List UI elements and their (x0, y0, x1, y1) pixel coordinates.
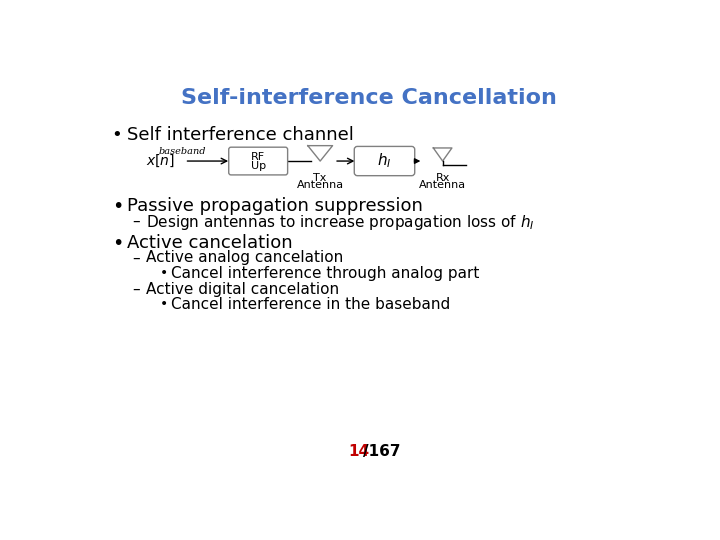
Text: Cancel interference through analog part: Cancel interference through analog part (171, 266, 479, 281)
Text: •: • (160, 298, 168, 312)
Text: Active digital cancelation: Active digital cancelation (145, 282, 339, 297)
Text: $x[n]$: $x[n]$ (145, 153, 175, 169)
Text: Tx: Tx (313, 173, 327, 183)
Text: Active cancelation: Active cancelation (127, 234, 293, 252)
FancyBboxPatch shape (354, 146, 415, 176)
Text: Cancel interference in the baseband: Cancel interference in the baseband (171, 298, 450, 312)
Text: •: • (112, 197, 123, 216)
Text: –: – (132, 282, 140, 297)
Text: •: • (160, 266, 168, 280)
Text: •: • (112, 126, 122, 144)
Text: $h_I$: $h_I$ (377, 152, 392, 171)
Text: •: • (112, 234, 123, 253)
Text: RF: RF (251, 152, 265, 162)
Text: Active analog cancelation: Active analog cancelation (145, 251, 343, 265)
Text: Design antennas to increase propagation loss of $h_I$: Design antennas to increase propagation … (145, 213, 534, 232)
Text: –: – (132, 213, 140, 228)
Text: /167: /167 (363, 444, 400, 459)
Text: Rx: Rx (436, 173, 450, 183)
Text: Self-interference Cancellation: Self-interference Cancellation (181, 88, 557, 108)
Text: Up: Up (251, 161, 266, 171)
FancyBboxPatch shape (229, 147, 287, 175)
Text: –: – (132, 251, 140, 265)
Text: Antenna: Antenna (419, 180, 466, 190)
Text: baseband: baseband (158, 147, 206, 156)
Text: 14: 14 (348, 444, 369, 459)
Text: Passive propagation suppression: Passive propagation suppression (127, 197, 423, 215)
Text: Self interference channel: Self interference channel (127, 126, 354, 144)
Text: Antenna: Antenna (297, 180, 343, 190)
